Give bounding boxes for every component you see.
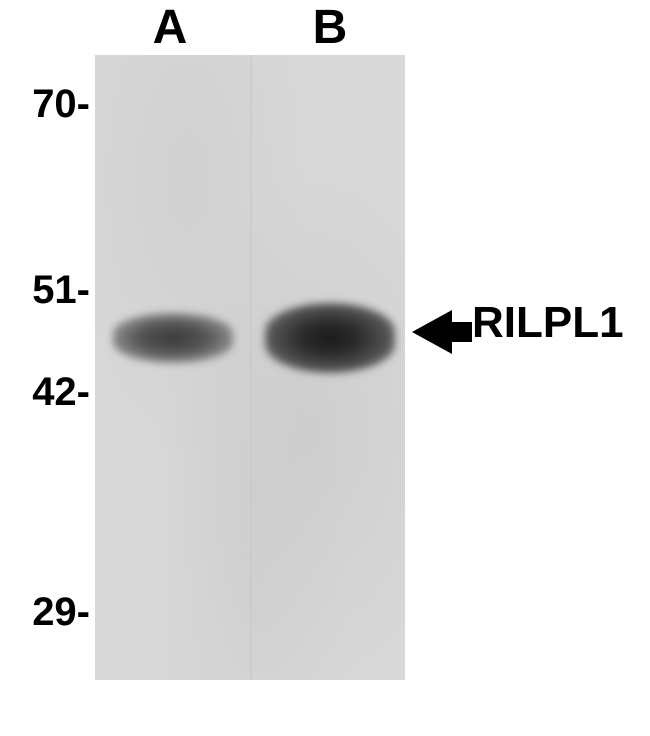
western-blot-figure: A B 70- 51- 42- 29- RILPL1	[0, 0, 650, 736]
marker-70: 70-	[0, 82, 90, 127]
lane-divider	[250, 55, 252, 680]
lane-label-a: A	[140, 0, 200, 55]
protein-label: RILPL1	[472, 298, 624, 348]
band-lane-a	[113, 313, 233, 363]
lane-label-b: B	[300, 0, 360, 55]
blot-membrane	[95, 55, 405, 680]
band-lane-b	[265, 303, 395, 373]
marker-42: 42-	[0, 370, 90, 415]
arrow-icon	[412, 310, 472, 354]
marker-51: 51-	[0, 268, 90, 313]
marker-29: 29-	[0, 590, 90, 635]
